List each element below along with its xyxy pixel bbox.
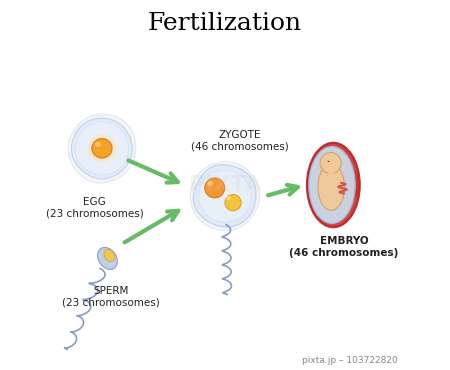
Text: pixta.jp – 103722820: pixta.jp – 103722820 (302, 356, 398, 365)
Text: Fertilization: Fertilization (148, 13, 302, 36)
Text: EGG
(23 chromosomes): EGG (23 chromosomes) (46, 197, 144, 219)
Ellipse shape (92, 139, 112, 158)
Ellipse shape (336, 167, 360, 203)
Polygon shape (75, 122, 129, 175)
Ellipse shape (328, 161, 330, 162)
Polygon shape (190, 162, 260, 231)
Text: ZYGOTE
(46 chromosomes): ZYGOTE (46 chromosomes) (191, 130, 288, 152)
Ellipse shape (95, 142, 101, 147)
Ellipse shape (318, 164, 344, 210)
Polygon shape (68, 114, 136, 183)
Ellipse shape (104, 249, 115, 262)
Ellipse shape (205, 178, 225, 198)
Ellipse shape (309, 147, 355, 223)
Text: EMBRYO
(46 chromosomes): EMBRYO (46 chromosomes) (289, 236, 399, 258)
Polygon shape (194, 165, 256, 227)
Ellipse shape (87, 134, 117, 162)
Ellipse shape (98, 248, 117, 269)
Ellipse shape (328, 170, 334, 176)
Ellipse shape (225, 195, 241, 211)
Text: PIXTA: PIXTA (189, 175, 261, 195)
Polygon shape (72, 118, 132, 179)
Text: SPERM
(23 chromosomes): SPERM (23 chromosomes) (62, 286, 160, 307)
Ellipse shape (207, 181, 213, 186)
Ellipse shape (226, 196, 231, 200)
Polygon shape (199, 170, 252, 222)
Ellipse shape (307, 143, 360, 227)
Ellipse shape (320, 152, 341, 174)
